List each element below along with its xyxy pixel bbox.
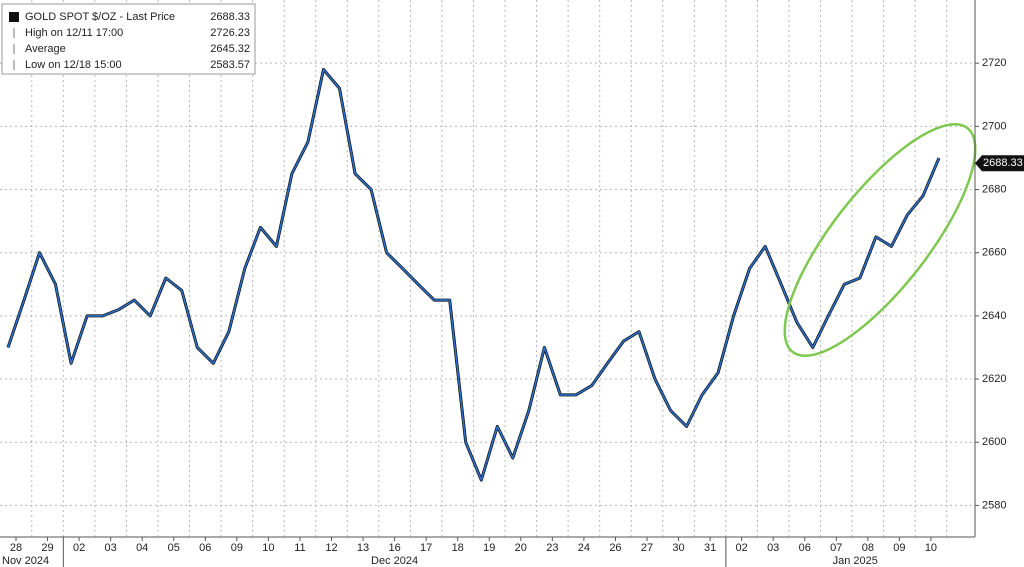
last-price-label: 2688.33: [983, 157, 1023, 169]
x-tick-label: 28: [10, 542, 22, 554]
x-tick-label: 02: [736, 542, 748, 554]
legend-label: Average: [25, 43, 66, 55]
legend-label: GOLD SPOT $/OZ - Last Price: [25, 11, 175, 23]
x-tick-label: 02: [73, 542, 85, 554]
legend-label: Low on 12/18 15:00: [25, 59, 122, 71]
y-tick-label: 2580: [982, 499, 1006, 511]
month-label: Nov 2024: [2, 555, 49, 567]
x-tick-label: 03: [767, 542, 779, 554]
y-tick-label: 2620: [982, 373, 1006, 385]
x-tick-label: 12: [325, 542, 337, 554]
x-tick-label: 30: [672, 542, 684, 554]
x-tick-label: 08: [862, 542, 874, 554]
x-tick-label: 06: [199, 542, 211, 554]
x-tick-label: 07: [830, 542, 842, 554]
legend-value: 2645.32: [210, 43, 250, 55]
x-tick-label: 23: [546, 542, 558, 554]
legend-swatch: [9, 12, 19, 22]
last-price-tag: [975, 155, 1024, 172]
y-tick-label: 2600: [982, 436, 1006, 448]
price-line: [7, 68, 940, 481]
x-tick-label: 17: [420, 542, 432, 554]
legend: GOLD SPOT $/OZ - Last Price 2688.33 High o…: [1, 3, 256, 75]
x-tick-label: 27: [641, 542, 653, 554]
x-tick-label: 11: [294, 542, 305, 554]
x-tick-label: 20: [515, 542, 527, 554]
y-tick-label: 2720: [982, 57, 1006, 69]
highlight-ellipse: [783, 123, 977, 357]
x-tick-label: 05: [168, 542, 180, 554]
legend-box: [1, 3, 256, 75]
legend-value: 2688.33: [210, 11, 250, 23]
x-tick-label: 16: [388, 542, 400, 554]
y-tick-label: 2700: [982, 120, 1006, 132]
x-tick-label: 10: [925, 542, 937, 554]
y-tick-label: 2660: [982, 247, 1006, 259]
x-tick-label: 04: [136, 542, 148, 554]
x-tick-label: 09: [893, 542, 905, 554]
legend-value: 2583.57: [210, 59, 250, 71]
x-tick-label: 31: [704, 542, 716, 554]
month-label: Dec 2024: [371, 555, 418, 567]
x-tick-label: 10: [262, 542, 274, 554]
x-tick-label: 24: [578, 542, 590, 554]
x-tick-label: 03: [105, 542, 117, 554]
x-tick-label: 26: [609, 542, 621, 554]
x-tick-label: 19: [483, 542, 495, 554]
plot: [6, 68, 941, 482]
legend-value: 2726.23: [210, 27, 250, 39]
x-tick-label: 13: [357, 542, 369, 554]
x-tick-label: 29: [41, 542, 53, 554]
y-tick-label: 2680: [982, 183, 1006, 195]
month-label: Jan 2025: [833, 555, 878, 567]
y-tick-label: 2640: [982, 310, 1006, 322]
legend-label: High on 12/11 17:00: [25, 27, 123, 39]
x-tick-label: 18: [452, 542, 464, 554]
x-tick-label: 09: [231, 542, 243, 554]
x-tick-label: 06: [799, 542, 811, 554]
